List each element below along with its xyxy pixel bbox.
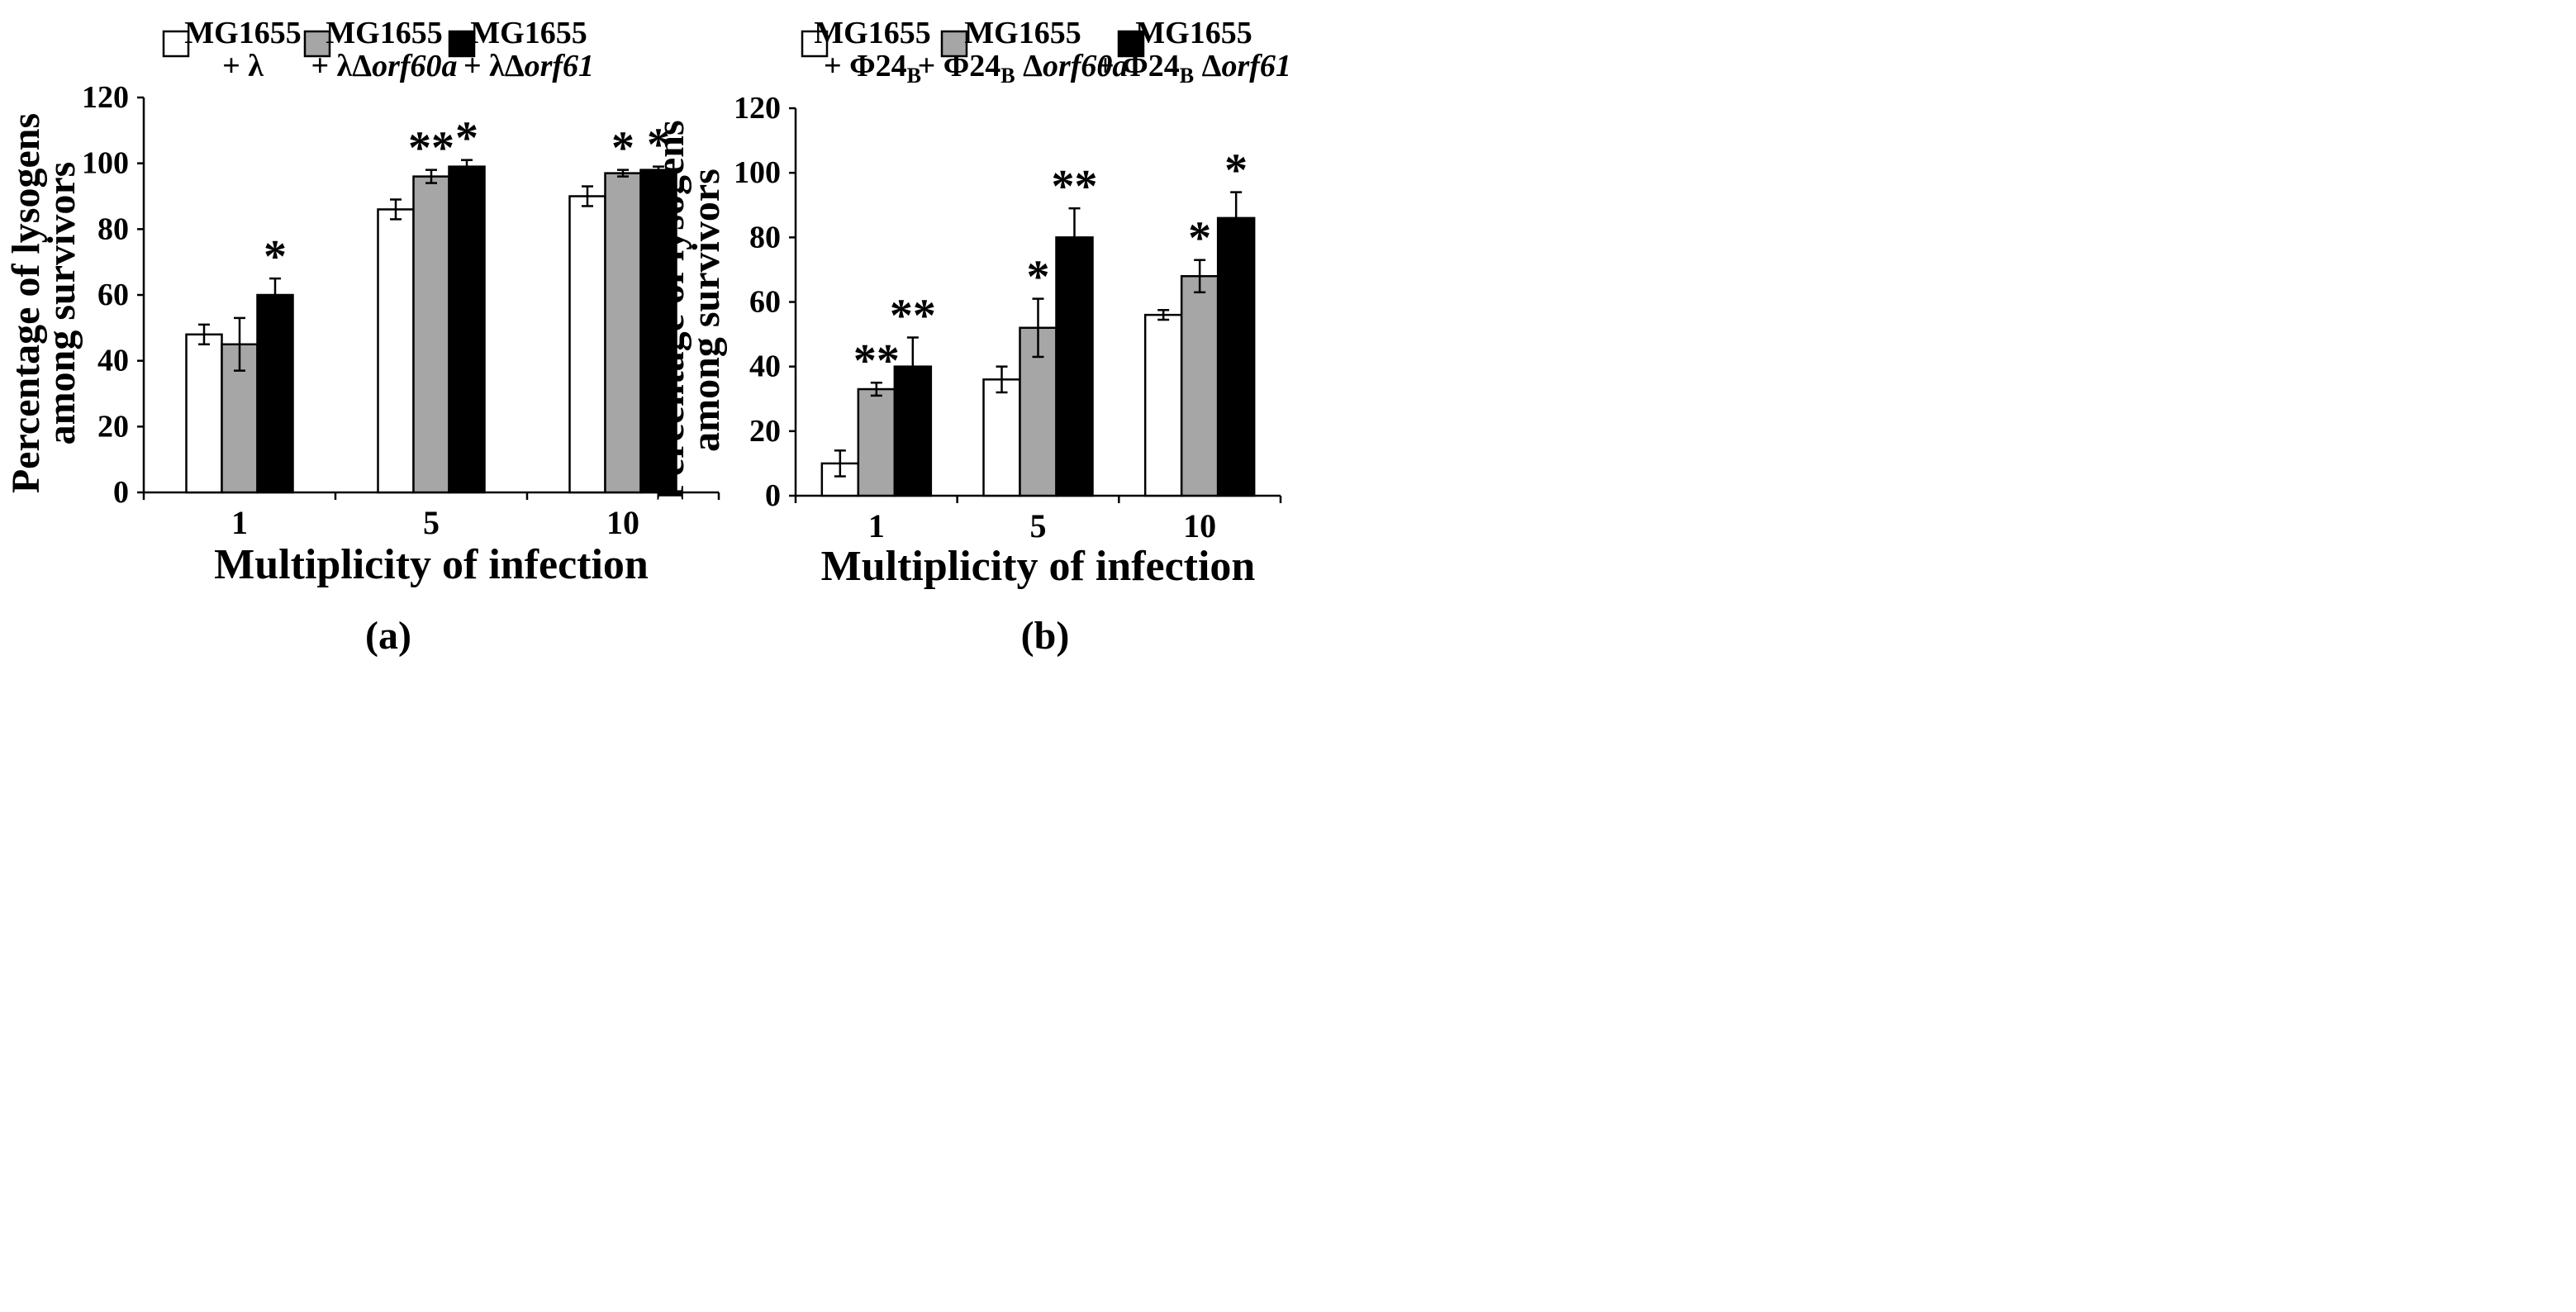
y-tick-label: 100 bbox=[734, 155, 781, 190]
y-tick-label: 60 bbox=[749, 285, 781, 320]
significance-star: ** bbox=[890, 290, 936, 341]
legend-detail-subscript: B bbox=[1000, 64, 1015, 88]
significance-star: * bbox=[1188, 213, 1211, 264]
legend-detail-main: + λΔ bbox=[463, 49, 525, 83]
legend-swatch bbox=[801, 30, 829, 58]
legend-detail-main: + Φ24 bbox=[1096, 49, 1180, 83]
legend-entry-name: MG1655 bbox=[814, 16, 930, 50]
bar bbox=[1143, 313, 1183, 497]
y-tick-label: 40 bbox=[97, 344, 129, 378]
legend-entry-detail: + λΔorf60a bbox=[311, 49, 457, 83]
significance-star: * bbox=[1224, 145, 1248, 197]
legend-swatch bbox=[1117, 30, 1145, 58]
legend-entry-name: MG1655 bbox=[470, 16, 587, 50]
y-tick-label: 120 bbox=[82, 80, 129, 115]
y-tick-label: 20 bbox=[749, 414, 781, 449]
y-tick-label: 40 bbox=[749, 349, 781, 384]
legend-detail-main: + λ bbox=[222, 49, 264, 83]
legend-entry-detail: + Φ24B bbox=[824, 49, 921, 88]
x-axis-title: Multiplicity of infection bbox=[821, 543, 1256, 590]
significance-star: ** bbox=[1052, 161, 1098, 212]
y-tick-label: 0 bbox=[113, 475, 129, 510]
bar bbox=[1216, 216, 1256, 497]
legend-entry-detail: + λ bbox=[222, 49, 264, 83]
significance-star: * bbox=[647, 120, 670, 171]
legend-entry-detail: + Φ24B Δorf61 bbox=[1096, 49, 1291, 88]
y-tick-label: 20 bbox=[97, 409, 129, 444]
legend-detail-italic: orf61 bbox=[1221, 49, 1290, 83]
legend-swatch bbox=[448, 30, 476, 58]
x-tick-label: 10 bbox=[1183, 507, 1216, 544]
x-tick-label: 5 bbox=[1030, 507, 1047, 544]
significance-star: * bbox=[264, 231, 287, 283]
y-axis-title-line1: Percentage of lysogens bbox=[649, 120, 692, 500]
significance-star: * bbox=[455, 113, 478, 164]
legend-detail-tail: Δ bbox=[1194, 49, 1222, 83]
significance-star: ** bbox=[853, 335, 900, 387]
bar bbox=[568, 195, 606, 494]
bar bbox=[377, 208, 415, 494]
legend-detail-subscript: B bbox=[1180, 64, 1194, 88]
legend-entry-name: MG1655 bbox=[964, 16, 1081, 50]
legend-entry-name: MG1655 bbox=[1135, 16, 1252, 50]
legend-detail-main: + λΔ bbox=[311, 49, 372, 83]
panel-label: (a) bbox=[365, 614, 411, 658]
y-axis-title-line1: Percentage of lysogens bbox=[4, 113, 48, 493]
legend-swatch bbox=[162, 30, 190, 58]
x-tick-label: 1 bbox=[868, 507, 885, 544]
y-tick-label: 0 bbox=[765, 478, 781, 513]
y-tick-label: 60 bbox=[97, 278, 129, 312]
legend-detail-italic: orf60a bbox=[1043, 49, 1128, 83]
y-tick-label: 80 bbox=[749, 220, 781, 254]
bar bbox=[1180, 274, 1219, 497]
legend-swatch bbox=[303, 30, 331, 58]
panel-label: (b) bbox=[1021, 614, 1070, 658]
legend-detail-main: + Φ24 bbox=[918, 49, 1001, 83]
y-axis-title-line2: among survivors bbox=[40, 162, 83, 445]
y-tick-label: 100 bbox=[82, 146, 129, 181]
legend-detail-tail: Δ bbox=[1015, 49, 1043, 83]
significance-star: ** bbox=[408, 123, 454, 174]
x-tick-label: 10 bbox=[606, 504, 639, 541]
bar bbox=[604, 172, 642, 494]
significance-star: * bbox=[1027, 252, 1050, 303]
bar bbox=[1055, 236, 1094, 497]
y-tick-label: 120 bbox=[734, 91, 781, 126]
legend-detail-italic: orf61 bbox=[525, 49, 594, 83]
legend-entry-detail: + Φ24B Δorf60a bbox=[918, 49, 1129, 88]
y-axis-title-line2: among survivors bbox=[684, 169, 728, 452]
x-axis-title: Multiplicity of infection bbox=[214, 541, 649, 588]
bar bbox=[448, 165, 486, 494]
significance-star: * bbox=[611, 123, 634, 174]
legend-detail-italic: orf60a bbox=[372, 49, 457, 83]
legend-entry-name: MG1655 bbox=[326, 16, 442, 50]
bar bbox=[185, 333, 223, 494]
bar bbox=[412, 175, 450, 494]
x-tick-label: 5 bbox=[423, 504, 440, 541]
bar bbox=[256, 293, 294, 494]
legend-entry-detail: + λΔorf61 bbox=[463, 49, 594, 83]
y-tick-label: 80 bbox=[97, 212, 129, 246]
bar bbox=[857, 387, 896, 497]
legend-entry-name: MG1655 bbox=[184, 16, 301, 50]
x-tick-label: 1 bbox=[231, 504, 248, 541]
legend-detail-main: + Φ24 bbox=[824, 49, 907, 83]
legend-detail-subscript: B bbox=[907, 64, 921, 88]
bar bbox=[982, 378, 1021, 497]
bar bbox=[221, 343, 259, 494]
legend-swatch bbox=[940, 30, 968, 58]
